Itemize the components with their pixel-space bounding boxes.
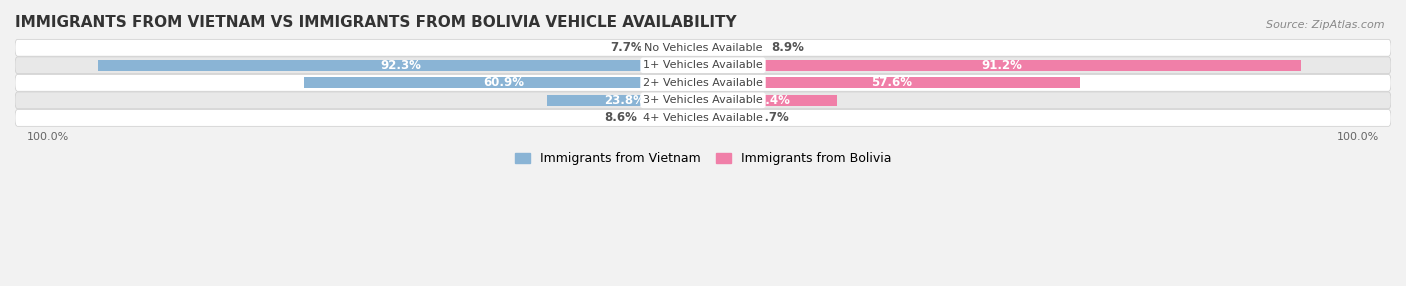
- Text: 4+ Vehicles Available: 4+ Vehicles Available: [643, 113, 763, 123]
- Text: No Vehicles Available: No Vehicles Available: [644, 43, 762, 53]
- Legend: Immigrants from Vietnam, Immigrants from Bolivia: Immigrants from Vietnam, Immigrants from…: [510, 148, 896, 170]
- Bar: [703, 112, 747, 123]
- Text: 8.9%: 8.9%: [770, 41, 804, 54]
- FancyBboxPatch shape: [15, 74, 1391, 91]
- Text: 8.6%: 8.6%: [605, 111, 637, 124]
- FancyBboxPatch shape: [15, 39, 1391, 56]
- Text: 1+ Vehicles Available: 1+ Vehicles Available: [643, 60, 763, 70]
- Bar: [98, 60, 703, 71]
- Text: 20.4%: 20.4%: [749, 94, 790, 107]
- FancyBboxPatch shape: [15, 92, 1391, 109]
- Text: 92.3%: 92.3%: [380, 59, 420, 72]
- Text: 60.9%: 60.9%: [484, 76, 524, 89]
- FancyBboxPatch shape: [15, 57, 1391, 74]
- Text: 2+ Vehicles Available: 2+ Vehicles Available: [643, 78, 763, 88]
- Bar: [304, 78, 703, 88]
- FancyBboxPatch shape: [15, 110, 1391, 126]
- Bar: [703, 60, 1301, 71]
- Text: 7.7%: 7.7%: [610, 41, 643, 54]
- Text: IMMIGRANTS FROM VIETNAM VS IMMIGRANTS FROM BOLIVIA VEHICLE AVAILABILITY: IMMIGRANTS FROM VIETNAM VS IMMIGRANTS FR…: [15, 15, 737, 30]
- Text: 23.8%: 23.8%: [605, 94, 645, 107]
- Bar: [652, 42, 703, 53]
- Bar: [547, 95, 703, 106]
- Bar: [703, 78, 1080, 88]
- Text: 6.7%: 6.7%: [756, 111, 790, 124]
- Bar: [703, 95, 837, 106]
- Text: Source: ZipAtlas.com: Source: ZipAtlas.com: [1267, 20, 1385, 30]
- Bar: [647, 112, 703, 123]
- Bar: [703, 42, 761, 53]
- Text: 57.6%: 57.6%: [872, 76, 912, 89]
- Text: 3+ Vehicles Available: 3+ Vehicles Available: [643, 95, 763, 105]
- Text: 91.2%: 91.2%: [981, 59, 1022, 72]
